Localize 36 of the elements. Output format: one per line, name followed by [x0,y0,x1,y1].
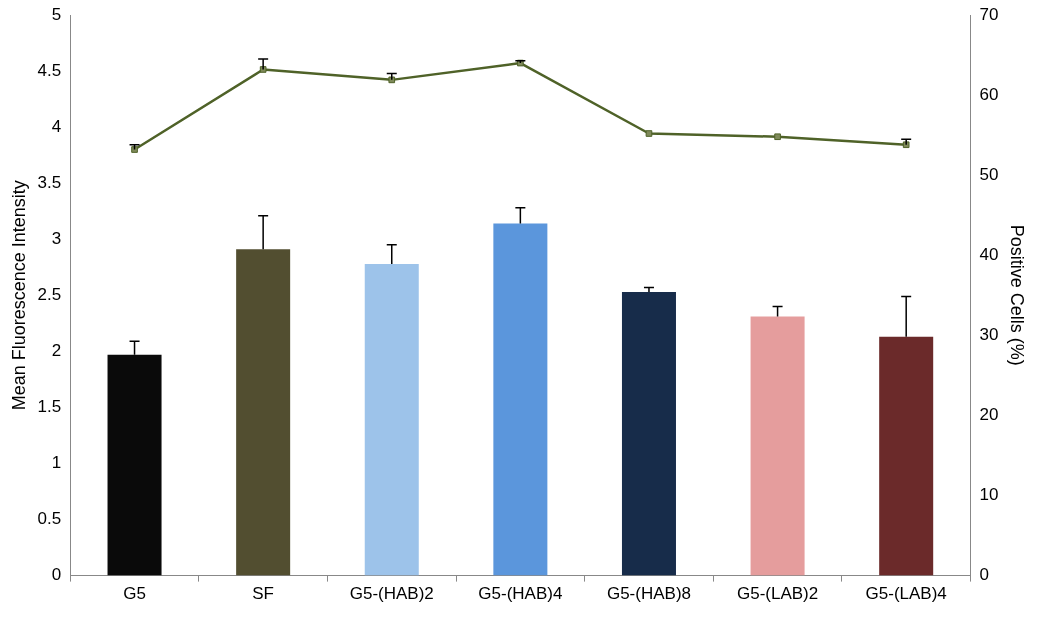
y-tick-label: 4.5 [37,60,62,80]
y-tick-label: 2 [51,341,62,361]
y2-tick-label: 20 [979,405,999,425]
point [645,130,653,137]
y-tick-label: 3 [51,228,62,248]
point [774,133,781,141]
y-tick-label: 5 [51,4,62,24]
y-tick-label: 0 [51,565,62,585]
x-tick-label: G5-(HAB)2 [349,584,434,604]
y-tick-label: 0.5 [37,509,62,529]
y-tick-label: 3.5 [37,172,62,192]
x-tick-label: G5-(HAB)4 [478,584,563,604]
y2-tick-label: 70 [979,4,999,24]
y-tick-label: 1.5 [37,397,62,417]
x-tick-label: G5-(HAB)8 [606,584,692,604]
bar [621,291,676,576]
y2-tick-label: 50 [979,164,999,184]
y2-tick-label: 30 [979,325,999,345]
bar [493,223,548,576]
y-tick-label: 4 [51,116,62,136]
x-tick-label: G5 [123,584,146,604]
bar [236,249,291,576]
y2-tick-label: 60 [979,84,999,104]
y2-tick-label: 40 [979,244,999,264]
bar [364,263,419,576]
y2-tick-label: 0 [979,565,989,585]
y2-axis-title: Positive Cells (%) [1007,224,1028,366]
bar [879,336,934,576]
y-tick-label: 2.5 [37,284,62,304]
x-tick-label: G5-(LAB)2 [736,584,819,604]
x-tick-label: G5-(LAB)4 [865,584,947,604]
bar [750,316,805,576]
y2-tick-label: 10 [979,485,999,505]
y-tick-label: 1 [51,453,62,473]
y-axis-title: Mean Fluorescence Intensity [8,180,29,411]
x-tick-label: SF [252,584,275,604]
